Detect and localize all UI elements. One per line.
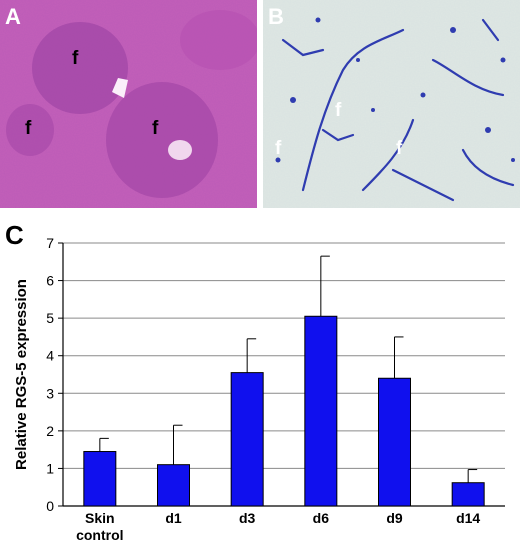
y-tick-label: 5 bbox=[46, 310, 54, 326]
x-tick-label: d14 bbox=[456, 510, 480, 526]
micrograph-panel-b bbox=[263, 0, 520, 208]
y-tick-label: 7 bbox=[46, 235, 54, 251]
y-tick-label: 4 bbox=[46, 348, 54, 364]
x-tick-label: d9 bbox=[386, 510, 403, 526]
micrograph-panel-a bbox=[0, 0, 257, 208]
bar bbox=[378, 377, 411, 507]
x-tick-label: d6 bbox=[313, 510, 330, 526]
y-tick-label: 3 bbox=[46, 385, 54, 401]
bar bbox=[304, 315, 338, 507]
y-tick-label: 0 bbox=[46, 498, 54, 514]
panel-letter-b: B bbox=[268, 4, 284, 29]
y-tick-label: 1 bbox=[46, 460, 54, 476]
bar bbox=[157, 464, 190, 507]
follicle-label: f bbox=[335, 100, 342, 121]
x-tick-label: d1 bbox=[165, 510, 182, 526]
panel-letter-a: A bbox=[5, 4, 21, 29]
follicle-label: f bbox=[72, 48, 79, 69]
x-tick-label: d3 bbox=[239, 510, 256, 526]
bar bbox=[230, 372, 264, 507]
y-tick-label: 2 bbox=[46, 423, 54, 439]
bar bbox=[451, 482, 485, 507]
follicle-label: f bbox=[152, 118, 159, 139]
x-tick-label: Skin control bbox=[76, 510, 123, 540]
y-tick-label: 6 bbox=[46, 273, 54, 289]
rgs5-expression-chart: 0 1 2 3 4 5 6 7 Relative RGS-5 expression Skin con… bbox=[13, 235, 505, 540]
follicle-label: f bbox=[275, 138, 282, 159]
bar bbox=[83, 451, 117, 507]
panel-letter-c: C bbox=[5, 220, 24, 250]
follicle-label: f bbox=[396, 138, 403, 159]
follicle-label: f bbox=[25, 118, 32, 139]
y-axis-label: Relative RGS-5 expression bbox=[13, 279, 30, 470]
